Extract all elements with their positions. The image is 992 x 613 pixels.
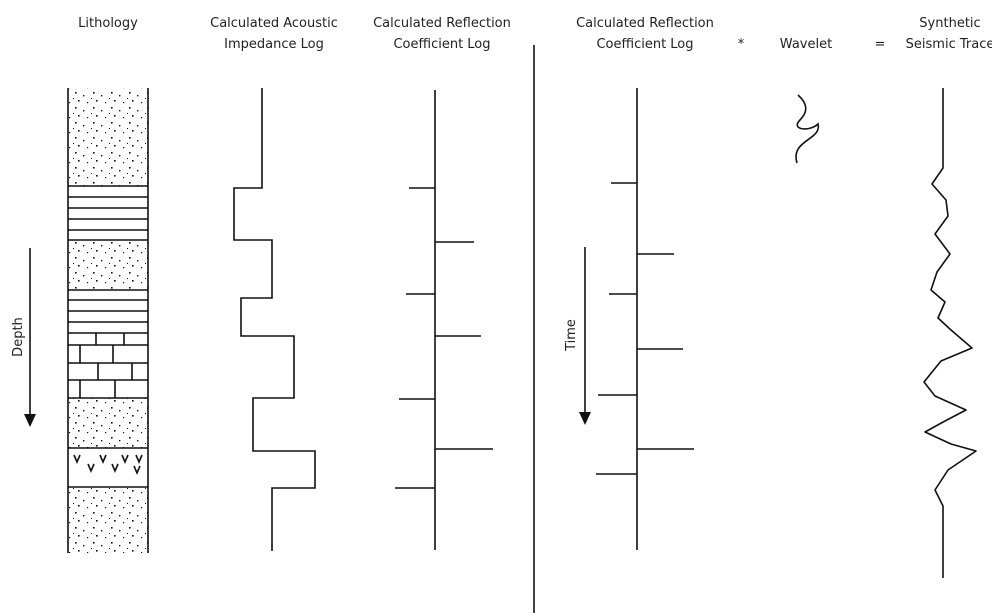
header: Seismic Trace: [906, 37, 992, 52]
page: Lithology Calculated Acoustic Impedance …: [0, 0, 992, 613]
reflection-log: [395, 90, 493, 550]
wavelet: [796, 95, 818, 163]
header: Calculated Reflection: [576, 16, 714, 31]
header: Calculated Reflection: [373, 16, 511, 31]
header: Synthetic: [919, 16, 980, 31]
arrow-head: [24, 414, 36, 427]
header: Calculated Acoustic: [210, 16, 338, 31]
operator: =: [875, 37, 886, 52]
header: Wavelet: [780, 37, 832, 52]
header: Lithology: [78, 16, 138, 31]
header: Impedance Log: [224, 37, 324, 52]
diagram: Lithology Calculated Acoustic Impedance …: [0, 0, 992, 613]
header: Coefficient Log: [596, 37, 693, 52]
header-labels: Lithology Calculated Acoustic Impedance …: [78, 16, 992, 52]
sand-layer: [69, 240, 148, 290]
reflection-log: [596, 88, 694, 550]
operator: *: [738, 37, 745, 52]
limestone-bricks: [80, 333, 132, 398]
axis-label: Time: [564, 319, 579, 352]
volcanic-symbols: [74, 455, 142, 473]
synthetic-trace: [924, 88, 976, 578]
sand-layer: [69, 398, 148, 448]
sand-layer: [69, 88, 148, 186]
header: Coefficient Log: [393, 37, 490, 52]
axis-label: Depth: [11, 317, 26, 357]
lithology-column: [68, 88, 148, 553]
impedance-log: [234, 88, 315, 551]
sand-layer: [69, 487, 148, 553]
arrow-head: [579, 412, 591, 425]
